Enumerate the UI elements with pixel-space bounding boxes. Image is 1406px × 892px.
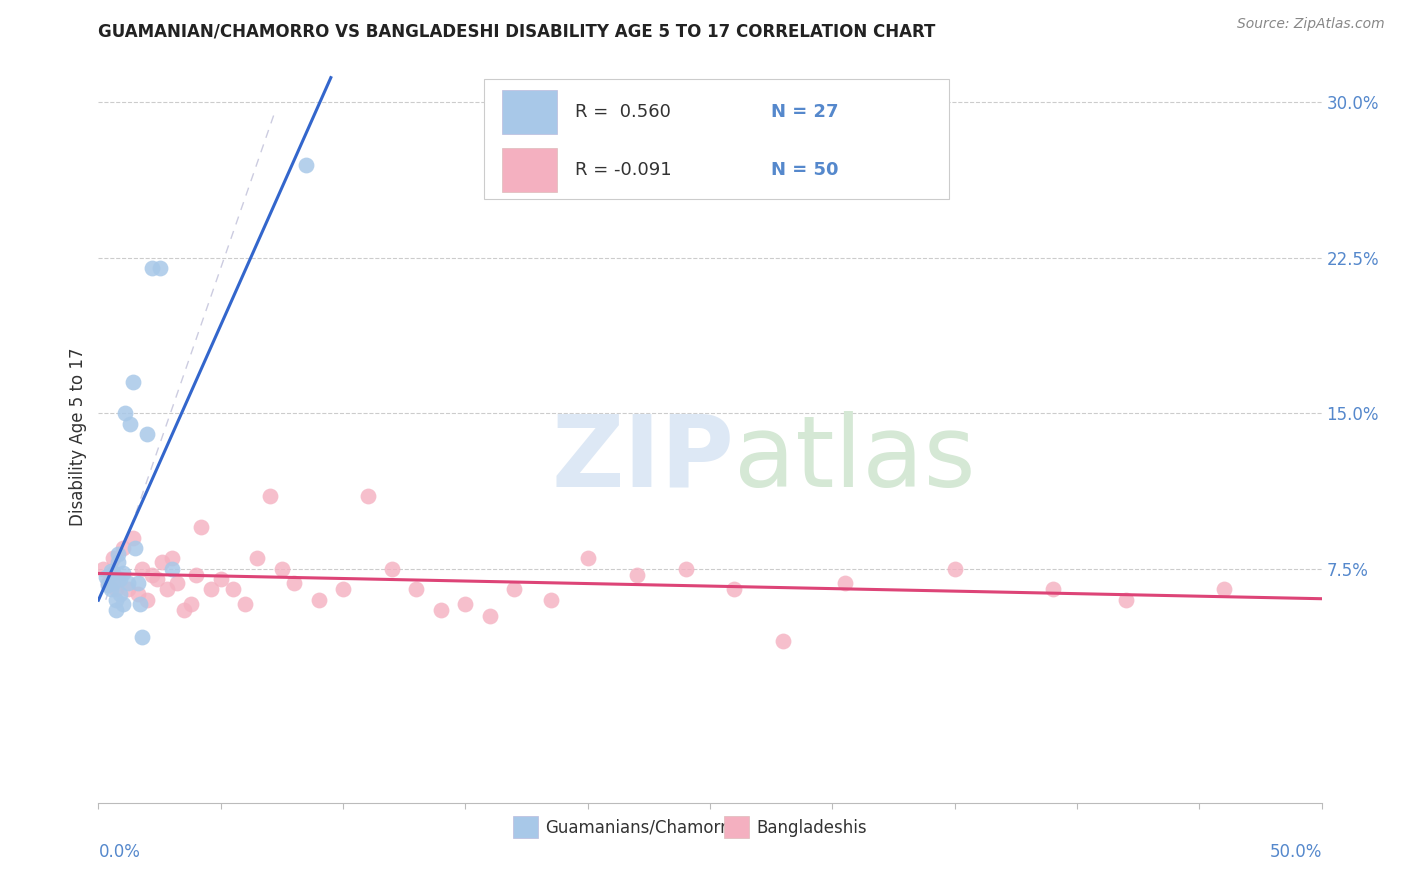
Point [101,566,124,580]
Point [503,582,526,597]
Text: N = 27: N = 27 [772,103,839,120]
Text: N = 50: N = 50 [772,161,839,179]
Point [156,582,179,597]
Point [270,562,294,576]
Text: R =  0.560: R = 0.560 [575,103,671,120]
Point [1115,592,1137,607]
Point [222,582,245,597]
Point [129,597,152,611]
Point [356,489,378,503]
Point [110,586,132,600]
Point [332,582,354,597]
Point [107,556,129,570]
Point [104,603,127,617]
Point [430,603,453,617]
Point [124,541,146,555]
Point [190,520,212,534]
Point [110,572,132,586]
Point [209,572,232,586]
Point [111,566,134,580]
Point [131,630,153,644]
Point [381,562,404,576]
Point [540,592,562,607]
Point [246,551,269,566]
Point [114,406,136,420]
Point [259,489,281,503]
Point [91,562,114,576]
Point [120,417,142,431]
Point [834,576,856,591]
Point [100,564,122,578]
Point [121,531,143,545]
Point [117,582,139,597]
Point [295,158,318,172]
Point [478,609,501,624]
Text: 0.0%: 0.0% [98,843,141,861]
Point [104,582,127,597]
Point [233,597,256,611]
FancyBboxPatch shape [484,78,949,200]
Point [107,547,129,561]
Text: Bangladeshis: Bangladeshis [756,819,868,837]
Text: ZIP: ZIP [551,410,734,508]
Point [173,603,195,617]
Point [626,567,648,582]
Point [186,567,208,582]
Point [576,551,599,566]
Text: atlas: atlas [734,410,976,508]
Point [131,562,153,576]
FancyBboxPatch shape [502,90,557,134]
Point [150,556,173,570]
Point [723,582,745,597]
Point [97,578,120,592]
Point [136,427,159,442]
Point [283,576,305,591]
Text: 50.0%: 50.0% [1270,843,1322,861]
Point [1212,582,1234,597]
Point [97,576,120,591]
Point [117,576,139,591]
Point [100,582,122,597]
Point [772,634,794,648]
Point [141,261,163,276]
Point [405,582,427,597]
Point [136,592,159,607]
Point [100,567,122,582]
Point [107,572,129,586]
FancyBboxPatch shape [502,148,557,192]
Point [180,597,202,611]
Point [454,597,477,611]
Point [675,562,697,576]
Point [1042,582,1064,597]
Point [141,567,163,582]
Text: Source: ZipAtlas.com: Source: ZipAtlas.com [1237,17,1385,31]
Point [149,261,172,276]
Point [104,592,127,607]
Point [200,582,222,597]
Point [94,570,117,584]
Point [101,551,124,566]
Point [160,551,183,566]
Point [127,586,149,600]
Point [101,576,124,591]
Point [166,576,188,591]
Point [308,592,330,607]
Point [111,541,134,555]
Point [146,572,169,586]
Text: GUAMANIAN/CHAMORRO VS BANGLADESHI DISABILITY AGE 5 TO 17 CORRELATION CHART: GUAMANIAN/CHAMORRO VS BANGLADESHI DISABI… [98,22,936,40]
Y-axis label: Disability Age 5 to 17: Disability Age 5 to 17 [69,348,87,526]
Point [160,562,183,576]
Point [943,562,966,576]
Point [121,375,143,389]
Point [127,576,149,591]
Text: R = -0.091: R = -0.091 [575,161,672,179]
Point [111,597,134,611]
Text: Guamanians/Chamorros: Guamanians/Chamorros [546,819,747,837]
